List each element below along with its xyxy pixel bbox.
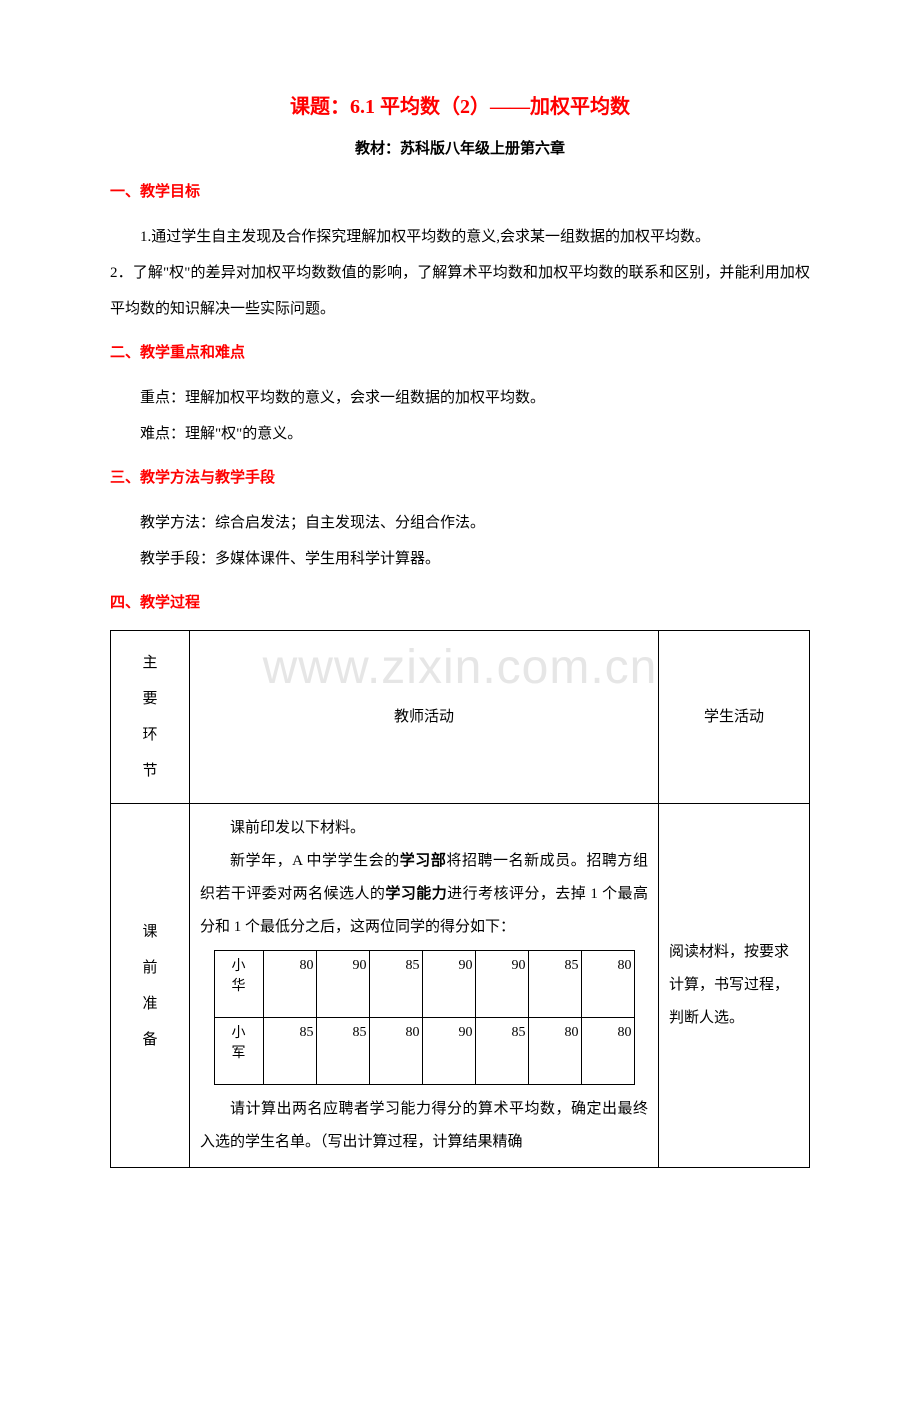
section-3-p1: 教学方法：综合启发法；自主发现法、分组合作法。 bbox=[110, 505, 810, 541]
section-1-p1: 1.通过学生自主发现及合作探究理解加权平均数的意义,会求某一组数据的加权平均数。 bbox=[110, 219, 810, 255]
score-row-1: 小 军 85 85 80 90 85 80 80 bbox=[214, 1018, 634, 1085]
row1-col1: 课 前 准 备 bbox=[111, 804, 190, 1168]
sv-1-6: 80 bbox=[581, 1018, 634, 1085]
header-col2: 教师活动 bbox=[190, 631, 659, 804]
section-2-head: 二、教学重点和难点 bbox=[110, 337, 810, 370]
section-4-head: 四、教学过程 bbox=[110, 587, 810, 620]
score-name-1: 小 军 bbox=[214, 1018, 263, 1085]
score-row-0: 小 华 80 90 85 90 90 85 80 bbox=[214, 951, 634, 1018]
sv-0-5: 85 bbox=[528, 951, 581, 1018]
sv-0-3: 90 bbox=[422, 951, 475, 1018]
section-2-p2: 难点：理解"权"的意义。 bbox=[110, 416, 810, 452]
sn0a: 小 bbox=[232, 959, 246, 974]
r1c2-line3: 请计算出两名应聘者学习能力得分的算术平均数，确定出最终入选的学生名单。（写出计算… bbox=[200, 1093, 648, 1159]
sv-0-2: 85 bbox=[369, 951, 422, 1018]
table-row: 课 前 准 备 课前印发以下材料。 新学年，A 中学学生会的学习部将招聘一名新成… bbox=[111, 804, 810, 1168]
sv-1-3: 90 bbox=[422, 1018, 475, 1085]
section-3-p2: 教学手段：多媒体课件、学生用科学计算器。 bbox=[110, 541, 810, 577]
table-header-row: 主 要 环 节 教师活动 学生活动 bbox=[111, 631, 810, 804]
score-table: 小 华 80 90 85 90 90 85 80 bbox=[214, 950, 635, 1085]
header-col1: 主 要 环 节 bbox=[111, 631, 190, 804]
r1c1-1: 前 bbox=[115, 950, 185, 986]
row1-col2: 课前印发以下材料。 新学年，A 中学学生会的学习部将招聘一名新成员。招聘方组织若… bbox=[190, 804, 659, 1168]
sn0b: 华 bbox=[232, 979, 246, 994]
header-col3: 学生活动 bbox=[659, 631, 810, 804]
sv-0-6: 80 bbox=[581, 951, 634, 1018]
r1c2-l2a: 新学年，A 中学学生会的 bbox=[230, 853, 400, 869]
hc1-0: 主 bbox=[115, 645, 185, 681]
r1c2-line1: 课前印发以下材料。 bbox=[200, 812, 648, 845]
page-title: 课题：6.1 平均数（2）——加权平均数 bbox=[110, 90, 810, 119]
sn1b: 军 bbox=[232, 1046, 246, 1061]
sn1a: 小 bbox=[232, 1026, 246, 1041]
hc1-1: 要 bbox=[115, 681, 185, 717]
sv-1-0: 85 bbox=[263, 1018, 316, 1085]
section-1-head: 一、教学目标 bbox=[110, 176, 810, 209]
hc1-3: 节 bbox=[115, 753, 185, 789]
score-name-0: 小 华 bbox=[214, 951, 263, 1018]
section-3-head: 三、教学方法与教学手段 bbox=[110, 462, 810, 495]
page-subtitle: 教材：苏科版八年级上册第六章 bbox=[110, 137, 810, 158]
section-1-p2: 2．了解"权"的差异对加权平均数数值的影响，了解算术平均数和加权平均数的联系和区… bbox=[110, 255, 810, 327]
r1c1-3: 备 bbox=[115, 1022, 185, 1058]
r1c1-0: 课 bbox=[115, 914, 185, 950]
sv-1-4: 85 bbox=[475, 1018, 528, 1085]
r1c2-line2: 新学年，A 中学学生会的学习部将招聘一名新成员。招聘方组织若干评委对两名候选人的… bbox=[200, 845, 648, 944]
sv-0-4: 90 bbox=[475, 951, 528, 1018]
section-2-p1: 重点：理解加权平均数的意义，会求一组数据的加权平均数。 bbox=[110, 380, 810, 416]
r1c2-l2d: 学习能力 bbox=[385, 886, 447, 902]
sv-1-5: 80 bbox=[528, 1018, 581, 1085]
r1c1-2: 准 bbox=[115, 986, 185, 1022]
hc1-2: 环 bbox=[115, 717, 185, 753]
sv-1-1: 85 bbox=[316, 1018, 369, 1085]
sv-1-2: 80 bbox=[369, 1018, 422, 1085]
sv-0-1: 90 bbox=[316, 951, 369, 1018]
process-table: 主 要 环 节 教师活动 学生活动 课 前 准 备 课前印发以下材料。 bbox=[110, 630, 810, 1168]
r1c2-l2b: 学习部 bbox=[400, 853, 447, 869]
sv-0-0: 80 bbox=[263, 951, 316, 1018]
row1-col3: 阅读材料，按要求计算，书写过程，判断人选。 bbox=[659, 804, 810, 1168]
